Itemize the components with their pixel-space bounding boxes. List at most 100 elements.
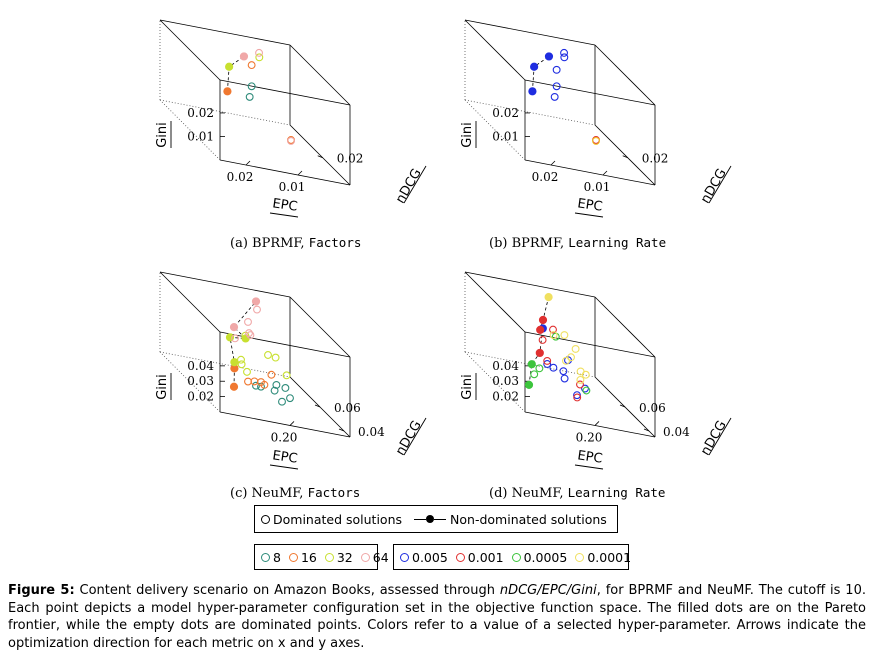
y-axis-overline (708, 417, 732, 456)
z-tick-label: 0.03 (492, 374, 519, 388)
box-edge (159, 19, 291, 46)
dominated-point (550, 92, 559, 101)
x-axis-label: EPC (576, 448, 603, 466)
dominated-point (282, 371, 291, 380)
frontier-point (544, 293, 553, 302)
box-edge (464, 271, 596, 298)
x-tick-label: 0.02 (227, 170, 254, 184)
dominated-point (250, 377, 259, 386)
z-tick-label: 0.04 (492, 359, 519, 373)
panel-b-bprmf-learning-rate: 0.02 0.01 0.02 0.02 0.01 EPC nDCG Gini (460, 19, 732, 218)
x-axis-arrow-icon (269, 212, 299, 218)
frontier-point (229, 323, 239, 332)
dominated-point (562, 356, 570, 365)
z-axis-label: Gini (460, 374, 475, 400)
dominated-point (538, 336, 547, 344)
y-axis-label: nDCG (393, 418, 425, 458)
y-tick (622, 155, 628, 159)
legend-dominated: Dominated solutions (261, 512, 402, 527)
circle-marker-icon (575, 552, 585, 562)
dominated-point (530, 370, 539, 379)
x-tick-label: 0.01 (279, 180, 306, 194)
box-edge (594, 296, 656, 358)
legend-nondominated: Non-dominated solutions (410, 512, 607, 527)
box-edge (524, 159, 656, 186)
dominated-point (567, 353, 575, 362)
legend-item: 0.0005 (511, 550, 567, 565)
dominated-point (272, 380, 281, 389)
legend-item: 32 (324, 550, 353, 565)
frontier-point (230, 358, 239, 367)
legend-item: 0.0001 (575, 550, 631, 565)
pareto-frontier-line (532, 56, 550, 92)
z-tick-label: 0.01 (492, 129, 519, 143)
dominated-point (255, 53, 264, 62)
y-tick-label: 0.04 (663, 425, 690, 439)
x-tick-label: 0.20 (576, 430, 603, 444)
dominated-point (253, 305, 261, 314)
legend-item: 16 (288, 550, 317, 565)
z-tick-label: 0.02 (187, 390, 214, 404)
legend-item: 0.005 (400, 550, 448, 565)
dominated-point (245, 92, 254, 101)
frontier-point (524, 380, 534, 389)
y-axis-overline (708, 165, 732, 204)
circle-marker-icon (511, 552, 521, 562)
dominated-point (582, 386, 591, 395)
box-edge (464, 19, 526, 81)
dominated-point (560, 53, 569, 62)
frontier-point (239, 52, 249, 61)
x-tick (245, 160, 251, 166)
dominated-point (243, 367, 251, 376)
frontier-point (528, 87, 537, 96)
box-edge (289, 44, 351, 106)
frontier-point (530, 62, 539, 71)
circle-marker-icon (360, 552, 370, 562)
dominated-point (576, 367, 585, 376)
dominated-point (576, 380, 584, 389)
box-hidden-edge (159, 99, 291, 126)
box-hidden-edge (159, 351, 291, 378)
x-axis-label: EPC (271, 448, 298, 466)
box-edge (159, 19, 221, 81)
x-tick (550, 160, 556, 166)
caption-panel-c: (c) NeuMF, Factors (230, 485, 361, 501)
dominated-point (549, 331, 558, 339)
legend-learning-rate: 0.005 0.001 0.0005 0.0001 (393, 544, 631, 570)
dominated-point (559, 367, 568, 376)
z-tick-label: 0.03 (187, 374, 214, 388)
y-tick-label: 0.02 (337, 152, 364, 166)
legend-factors: 8 16 32 64 (254, 544, 389, 570)
box-edge (289, 296, 351, 358)
frontier-line-marker-icon (414, 515, 447, 523)
dominated-point (549, 363, 558, 372)
dominated-point (286, 394, 294, 403)
y-tick-label: 0.02 (642, 152, 669, 166)
dominated-point (552, 65, 561, 74)
frontier-point (535, 348, 544, 358)
dominated-point (573, 393, 582, 402)
dominated-point (245, 329, 253, 338)
box-edge (219, 79, 351, 106)
dominated-point (571, 344, 580, 353)
z-tick-label: 0.01 (187, 129, 214, 143)
dominated-point (255, 48, 264, 57)
z-tick-label: 0.02 (492, 390, 519, 404)
dominated-point (549, 325, 557, 334)
circle-marker-icon (288, 552, 298, 562)
box-edge (594, 124, 656, 186)
legend-item-label: 0.001 (467, 549, 504, 565)
figure-label: Figure 5: (8, 583, 75, 598)
box-edge (219, 159, 351, 186)
legend-item: 0.001 (455, 549, 504, 565)
z-tick-label: 0.04 (187, 359, 214, 373)
box-edge (524, 331, 656, 358)
legend-item: 8 (261, 550, 281, 565)
frontier-point (225, 62, 234, 71)
circle-marker-icon (261, 552, 270, 562)
frontier-point (544, 52, 554, 61)
box-hidden-edge (159, 351, 221, 413)
dominated-point (560, 331, 569, 340)
